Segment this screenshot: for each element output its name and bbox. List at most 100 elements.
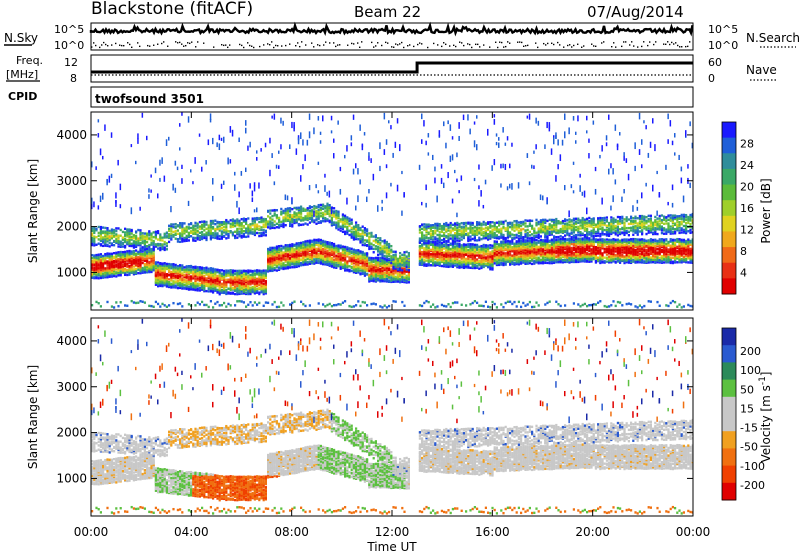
rti-cell bbox=[438, 244, 441, 247]
rti-cell bbox=[405, 277, 408, 280]
rti-cell bbox=[454, 234, 457, 237]
rti-cell bbox=[425, 264, 428, 267]
rti-cell bbox=[306, 209, 309, 212]
nsearch-point bbox=[163, 41, 165, 43]
rti-cell bbox=[429, 240, 432, 244]
rti-cell bbox=[454, 245, 457, 248]
rti-cell bbox=[451, 154, 454, 161]
nsearch-point bbox=[445, 43, 447, 46]
rti-cell bbox=[108, 266, 111, 270]
rti-cell bbox=[117, 265, 120, 269]
rti-cell bbox=[190, 279, 193, 282]
rti-cell bbox=[344, 254, 347, 257]
rti-cell bbox=[460, 251, 463, 254]
rti-cell bbox=[205, 283, 208, 287]
nsearch-point bbox=[675, 42, 677, 44]
rti-cell bbox=[429, 242, 432, 245]
rti-cell bbox=[212, 277, 215, 281]
rti-cell bbox=[335, 246, 338, 249]
rti-cell bbox=[247, 274, 250, 278]
rti-cell bbox=[152, 268, 155, 271]
rti-cell bbox=[146, 257, 149, 260]
rti-cell bbox=[130, 271, 133, 274]
rti-cell bbox=[304, 258, 307, 262]
rti-cell bbox=[328, 262, 331, 265]
nsearch-point bbox=[623, 41, 625, 43]
rti-cell bbox=[333, 264, 336, 267]
rti-cell bbox=[484, 222, 487, 225]
rti-cell bbox=[467, 264, 470, 268]
rti-cell bbox=[194, 229, 197, 233]
rti-cell bbox=[95, 227, 98, 231]
rti-cell bbox=[385, 269, 388, 272]
rti-cell bbox=[179, 264, 182, 267]
rti-cell bbox=[372, 235, 375, 238]
rti-cell bbox=[293, 300, 296, 303]
rti-cell bbox=[251, 275, 254, 278]
rti-cell bbox=[95, 300, 98, 304]
rti-cell bbox=[106, 227, 109, 230]
rti-cell bbox=[102, 264, 105, 268]
rti-cell bbox=[91, 236, 94, 240]
rti-cell bbox=[234, 221, 237, 224]
rti-cell bbox=[271, 250, 274, 253]
rti-cell bbox=[97, 119, 100, 123]
rti-cell bbox=[440, 248, 443, 251]
rti-cell bbox=[326, 255, 329, 258]
rti-cell bbox=[174, 237, 177, 240]
rti-cell bbox=[148, 188, 150, 193]
rti-cell bbox=[113, 262, 116, 265]
rti-cell bbox=[229, 126, 232, 133]
rti-cell bbox=[366, 228, 369, 231]
rti-cell bbox=[335, 303, 338, 307]
rti-cell bbox=[352, 252, 355, 255]
rti-cell bbox=[451, 198, 454, 204]
rti-cell bbox=[236, 284, 239, 287]
rti-cell bbox=[381, 271, 384, 274]
rti-cell bbox=[344, 252, 347, 255]
rti-cell bbox=[434, 232, 437, 235]
rti-cell bbox=[99, 272, 102, 276]
rti-cell bbox=[157, 271, 160, 274]
rti-cell bbox=[284, 217, 287, 221]
rti-cell bbox=[165, 244, 168, 248]
rti-cell bbox=[273, 250, 276, 253]
rti-cell bbox=[291, 248, 294, 251]
rti-cell bbox=[236, 220, 239, 223]
rti-cell bbox=[449, 234, 452, 237]
rti-cell bbox=[267, 247, 270, 251]
rti-cell bbox=[396, 267, 399, 270]
rti-cell bbox=[366, 264, 369, 268]
rti-cell bbox=[121, 263, 124, 267]
rti-cell bbox=[185, 275, 188, 278]
rti-cell bbox=[207, 232, 210, 236]
rti-cell bbox=[363, 267, 366, 270]
rti-cell bbox=[249, 223, 252, 226]
rti-cell bbox=[238, 233, 241, 236]
rti-cell bbox=[176, 232, 179, 235]
rti-cell bbox=[223, 291, 226, 295]
rti-cell bbox=[308, 255, 311, 258]
rti-cell bbox=[209, 235, 212, 238]
rti-cell bbox=[267, 209, 270, 213]
rti-cell bbox=[137, 241, 140, 244]
rti-cell bbox=[295, 264, 298, 267]
rti-cell bbox=[262, 279, 265, 283]
rti-cell bbox=[99, 195, 102, 203]
rti-cell bbox=[139, 234, 142, 237]
rti-cell bbox=[251, 279, 254, 283]
rti-cell bbox=[421, 139, 423, 144]
rti-cell bbox=[115, 240, 118, 243]
rti-cell bbox=[381, 251, 384, 254]
rti-cell bbox=[421, 243, 424, 246]
rti-cell bbox=[454, 247, 457, 251]
rti-cell bbox=[135, 271, 138, 274]
rti-cell bbox=[313, 258, 316, 261]
rti-cell bbox=[192, 228, 195, 232]
rti-cell bbox=[368, 232, 371, 235]
rti-cell bbox=[201, 225, 204, 228]
rti-cell bbox=[300, 205, 303, 208]
rti-cell bbox=[201, 280, 204, 283]
freq-tick-bottom: 8 bbox=[70, 72, 77, 85]
rti-cell bbox=[471, 247, 474, 251]
